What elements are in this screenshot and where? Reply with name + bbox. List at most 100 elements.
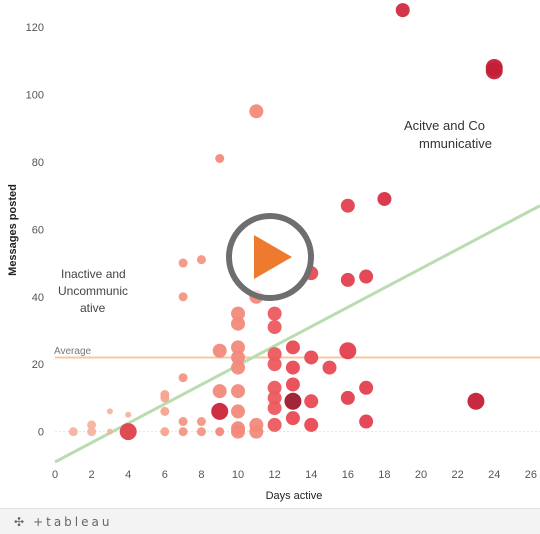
data-point[interactable] [231, 421, 246, 436]
data-point[interactable] [267, 357, 282, 372]
annotation-inactive-line-3: ative [80, 301, 106, 315]
data-point[interactable] [119, 423, 137, 441]
tableau-logo[interactable]: ✣ +tableau [14, 515, 112, 529]
data-point[interactable] [178, 258, 188, 268]
data-point[interactable] [178, 417, 188, 427]
data-point[interactable] [178, 427, 188, 437]
data-point[interactable] [87, 420, 97, 430]
data-point[interactable] [322, 360, 337, 375]
data-point[interactable] [231, 316, 246, 331]
y-tick-label: 100 [26, 89, 44, 101]
y-tick-label: 20 [32, 359, 44, 371]
x-tick-label: 8 [198, 469, 204, 481]
x-tick-label: 6 [162, 469, 168, 481]
data-point[interactable] [359, 380, 374, 395]
data-point[interactable] [160, 390, 170, 400]
data-point[interactable] [211, 402, 229, 420]
trend-line [54, 204, 540, 464]
data-point[interactable] [285, 360, 300, 375]
x-tick-label: 4 [125, 469, 131, 481]
data-point[interactable] [267, 417, 282, 432]
play-icon [254, 235, 292, 279]
annotation-active-line-1: Acitve and Co [404, 118, 485, 133]
data-point[interactable] [284, 392, 302, 410]
data-point[interactable] [485, 58, 503, 76]
annotation-inactive-line-2: Uncommunic [58, 284, 128, 298]
data-point[interactable] [106, 428, 113, 435]
data-point[interactable] [215, 427, 225, 437]
tableau-logo-icon: ✣ [14, 514, 28, 529]
data-points-layer [68, 3, 503, 441]
data-point[interactable] [178, 373, 188, 383]
x-tick-label: 10 [232, 469, 244, 481]
data-point[interactable] [285, 411, 300, 426]
data-point[interactable] [267, 390, 282, 405]
x-tick-label: 22 [452, 469, 464, 481]
data-point[interactable] [160, 427, 170, 437]
data-point[interactable] [125, 411, 132, 418]
data-point[interactable] [340, 272, 355, 287]
data-point[interactable] [267, 320, 282, 335]
x-tick-label: 26 [525, 469, 537, 481]
data-point[interactable] [231, 350, 246, 365]
x-tick-label: 12 [268, 469, 280, 481]
data-point[interactable] [196, 255, 206, 265]
data-point[interactable] [304, 417, 319, 432]
data-point[interactable] [249, 417, 264, 432]
data-point[interactable] [231, 360, 246, 375]
data-point[interactable] [231, 384, 246, 399]
annotation-active-communicative: Acitve and Co mmunicative [404, 118, 492, 151]
data-point[interactable] [215, 153, 225, 163]
data-point[interactable] [87, 427, 97, 437]
x-tick-label: 24 [488, 469, 500, 481]
data-point[interactable] [267, 380, 282, 395]
data-point[interactable] [267, 401, 282, 416]
data-point[interactable] [339, 342, 357, 360]
data-point[interactable] [68, 427, 78, 437]
x-tick-label: 16 [342, 469, 354, 481]
data-point[interactable] [212, 384, 227, 399]
y-tick-label: 40 [32, 292, 44, 304]
y-axis-title: Messages posted [7, 184, 19, 276]
x-tick-label: 18 [378, 469, 390, 481]
tableau-logo-text: +tableau [33, 514, 113, 529]
annotation-inactive-line-1: Inactive and [61, 267, 126, 281]
data-point[interactable] [267, 306, 282, 321]
data-point[interactable] [231, 404, 246, 419]
data-point[interactable] [359, 269, 374, 284]
x-axis-title: Days active [266, 490, 323, 502]
annotation-inactive-uncommunicative: Inactive and Uncommunic ative [58, 267, 128, 315]
data-point[interactable] [395, 3, 410, 18]
data-point[interactable] [304, 394, 319, 409]
x-tick-label: 0 [52, 469, 58, 481]
data-point[interactable] [196, 417, 206, 427]
data-point[interactable] [377, 191, 392, 206]
y-tick-label: 120 [26, 22, 44, 34]
data-point[interactable] [231, 340, 246, 355]
x-tick-label: 2 [89, 469, 95, 481]
data-point[interactable] [178, 292, 188, 302]
data-point[interactable] [212, 343, 227, 358]
data-point[interactable] [106, 408, 113, 415]
data-point[interactable] [196, 427, 206, 437]
data-point[interactable] [467, 392, 485, 410]
x-tick-label: 20 [415, 469, 427, 481]
data-point[interactable] [267, 347, 282, 362]
data-point[interactable] [285, 377, 300, 392]
average-label: Average [54, 346, 92, 357]
data-point[interactable] [160, 406, 170, 416]
data-point[interactable] [285, 340, 300, 355]
footer-bar: ✣ +tableau [0, 508, 540, 534]
data-point[interactable] [231, 306, 246, 321]
data-point[interactable] [359, 414, 374, 429]
y-tick-label: 0 [38, 427, 44, 439]
data-point[interactable] [340, 198, 355, 213]
data-point[interactable] [304, 350, 319, 365]
data-point[interactable] [249, 104, 264, 119]
play-button[interactable] [226, 213, 314, 301]
y-tick-label: 60 [32, 224, 44, 236]
annotation-active-line-2: mmunicative [419, 136, 492, 151]
data-point[interactable] [340, 390, 355, 405]
